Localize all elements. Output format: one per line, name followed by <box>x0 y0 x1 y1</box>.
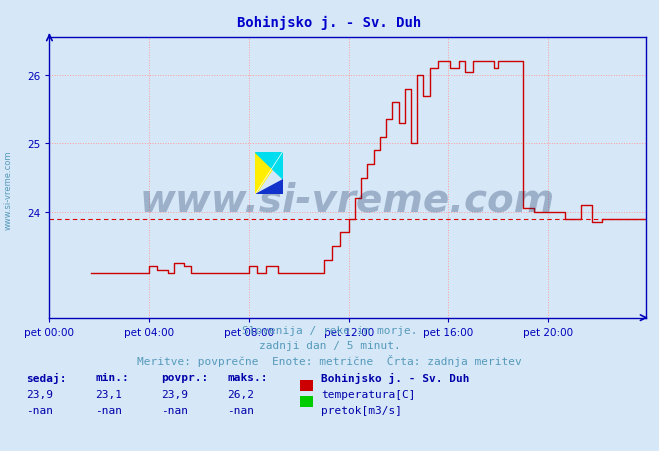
Text: 23,9: 23,9 <box>26 389 53 399</box>
Text: Meritve: povprečne  Enote: metrične  Črta: zadnja meritev: Meritve: povprečne Enote: metrične Črta:… <box>137 354 522 367</box>
Text: 23,1: 23,1 <box>96 389 123 399</box>
Text: min.:: min.: <box>96 372 129 382</box>
Text: Bohinjsko j. - Sv. Duh: Bohinjsko j. - Sv. Duh <box>321 372 469 383</box>
Text: Bohinjsko j. - Sv. Duh: Bohinjsko j. - Sv. Duh <box>237 16 422 30</box>
Text: www.si-vreme.com: www.si-vreme.com <box>140 182 556 220</box>
Text: 26,2: 26,2 <box>227 389 254 399</box>
Text: maks.:: maks.: <box>227 372 268 382</box>
Text: -nan: -nan <box>96 405 123 415</box>
Text: -nan: -nan <box>161 405 188 415</box>
Text: zadnji dan / 5 minut.: zadnji dan / 5 minut. <box>258 340 401 350</box>
Text: -nan: -nan <box>26 405 53 415</box>
Text: Slovenija / reke in morje.: Slovenija / reke in morje. <box>242 326 417 336</box>
Text: sedaj:: sedaj: <box>26 372 67 383</box>
Text: -nan: -nan <box>227 405 254 415</box>
Polygon shape <box>255 180 283 195</box>
Text: povpr.:: povpr.: <box>161 372 209 382</box>
Text: pretok[m3/s]: pretok[m3/s] <box>321 405 402 415</box>
Text: temperatura[C]: temperatura[C] <box>321 389 415 399</box>
Text: 23,9: 23,9 <box>161 389 188 399</box>
Polygon shape <box>255 152 283 195</box>
Text: www.si-vreme.com: www.si-vreme.com <box>3 150 13 229</box>
Polygon shape <box>255 152 283 180</box>
